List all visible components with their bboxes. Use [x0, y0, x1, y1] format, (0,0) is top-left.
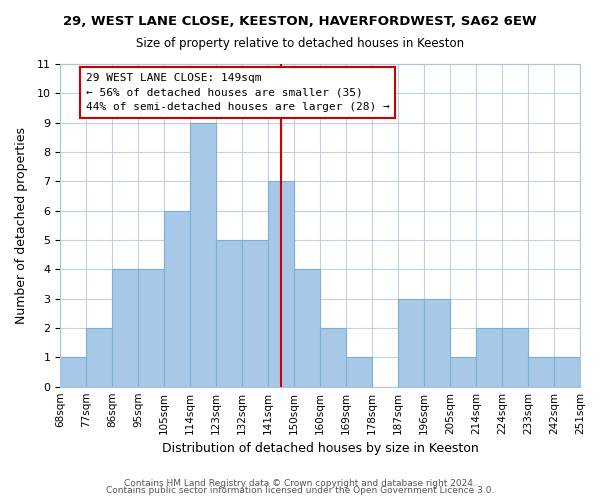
Text: 29, WEST LANE CLOSE, KEESTON, HAVERFORDWEST, SA62 6EW: 29, WEST LANE CLOSE, KEESTON, HAVERFORDW…: [63, 15, 537, 28]
Y-axis label: Number of detached properties: Number of detached properties: [15, 127, 28, 324]
Bar: [502, 328, 528, 386]
Bar: [450, 358, 476, 386]
Bar: [554, 358, 580, 386]
Bar: [86, 328, 112, 386]
Bar: [242, 240, 268, 386]
Bar: [424, 298, 450, 386]
Bar: [268, 182, 294, 386]
Text: 29 WEST LANE CLOSE: 149sqm
← 56% of detached houses are smaller (35)
44% of semi: 29 WEST LANE CLOSE: 149sqm ← 56% of deta…: [86, 73, 390, 112]
Bar: [138, 270, 164, 386]
Bar: [346, 358, 372, 386]
Bar: [398, 298, 424, 386]
Bar: [528, 358, 554, 386]
X-axis label: Distribution of detached houses by size in Keeston: Distribution of detached houses by size …: [161, 442, 478, 455]
Bar: [60, 358, 86, 386]
Bar: [320, 328, 346, 386]
Text: Contains HM Land Registry data © Crown copyright and database right 2024.: Contains HM Land Registry data © Crown c…: [124, 478, 476, 488]
Text: Size of property relative to detached houses in Keeston: Size of property relative to detached ho…: [136, 38, 464, 51]
Bar: [190, 122, 216, 386]
Text: Contains public sector information licensed under the Open Government Licence 3.: Contains public sector information licen…: [106, 486, 494, 495]
Bar: [112, 270, 138, 386]
Bar: [164, 210, 190, 386]
Bar: [216, 240, 242, 386]
Bar: [294, 270, 320, 386]
Bar: [476, 328, 502, 386]
